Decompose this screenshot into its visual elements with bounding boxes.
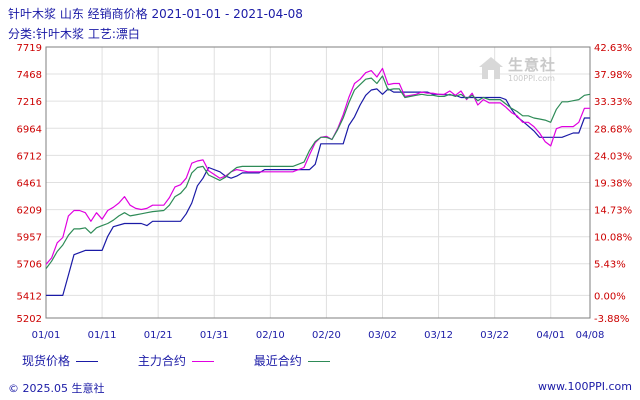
x-tick-label: 02/20: [312, 330, 341, 341]
x-tick-label: 01/01: [32, 330, 61, 341]
y-tick-label: 7216: [17, 97, 42, 108]
legend-swatch: [307, 361, 330, 362]
y2-tick-label: 10.08%: [594, 233, 632, 244]
series-line-2: [45, 75, 591, 270]
y-tick-label: 7719: [17, 43, 42, 54]
y2-tick-label: 0.00%: [594, 291, 626, 302]
page-title: 针叶木浆 山东 经销商价格 2021-01-01 - 2021-04-08: [8, 7, 303, 21]
y2-tick-label: 42.63%: [594, 43, 632, 54]
x-tick-label: 04/08: [576, 330, 605, 341]
legend-swatch: [76, 361, 99, 362]
y-tick-label: 6964: [17, 124, 42, 135]
x-tick-label: 02/10: [256, 330, 285, 341]
chart-series: [45, 67, 591, 296]
watermark-brand: 生意社: [508, 56, 557, 74]
legend-swatch: [191, 361, 214, 362]
y2-tick-label: 28.68%: [594, 124, 632, 135]
x-tick-label: 01/31: [200, 330, 229, 341]
legend-label: 最近合约: [253, 354, 302, 368]
series-line-1: [45, 67, 590, 265]
x-tick-label: 03/02: [368, 330, 397, 341]
y2-tick-label: 33.33%: [594, 97, 632, 108]
watermark-url: 100PPI.com: [508, 74, 555, 83]
y-tick-label: 6461: [17, 178, 42, 189]
y2-tick-label: 19.38%: [594, 178, 632, 189]
legend-item-main: 主力合约: [138, 354, 218, 368]
legend-label: 现货价格: [22, 354, 71, 368]
y2-tick-label: 24.03%: [594, 151, 632, 162]
chart-axes: [45, 46, 591, 319]
copyright: © 2025.05 生意社: [8, 382, 105, 395]
y2-tick-label: 37.98%: [594, 70, 632, 81]
y-tick-label: 5957: [17, 233, 42, 244]
x-tick-label: 04/01: [536, 330, 565, 341]
y-tick-label: 6209: [17, 206, 42, 217]
y2-tick-label: 14.73%: [594, 206, 632, 217]
chart-tick-labels: 7719 42.63% 7468 37.98% 7216 33.33% 6964 28.68%…: [17, 43, 633, 341]
series-line-0: [46, 88, 590, 296]
site-url[interactable]: www.100PPI.com: [538, 380, 632, 393]
y2-tick-label: -3.88%: [594, 314, 629, 325]
page-subtitle: 分类:针叶木浆 工艺:漂白: [8, 27, 140, 41]
legend-label: 主力合约: [137, 354, 186, 368]
y2-tick-label: 5.43%: [594, 260, 626, 271]
legend-item-spot: 现货价格: [22, 354, 102, 368]
watermark-logo: 生意社 100PPI.com: [478, 52, 588, 92]
y-tick-label: 5412: [17, 291, 42, 302]
legend: 现货价格 主力合约 最近合约: [22, 352, 330, 369]
x-tick-label: 01/21: [144, 330, 173, 341]
y-tick-label: 6712: [17, 151, 42, 162]
house-icon: [479, 57, 503, 79]
y-tick-label: 5202: [17, 314, 42, 325]
x-tick-label: 01/11: [88, 330, 117, 341]
plot-border: [45, 46, 591, 319]
y-tick-label: 5706: [17, 260, 42, 271]
x-tick-label: 03/12: [424, 330, 453, 341]
x-tick-label: 03/22: [480, 330, 509, 341]
y-tick-label: 7468: [17, 70, 42, 81]
legend-item-near: 最近合约: [254, 354, 330, 368]
